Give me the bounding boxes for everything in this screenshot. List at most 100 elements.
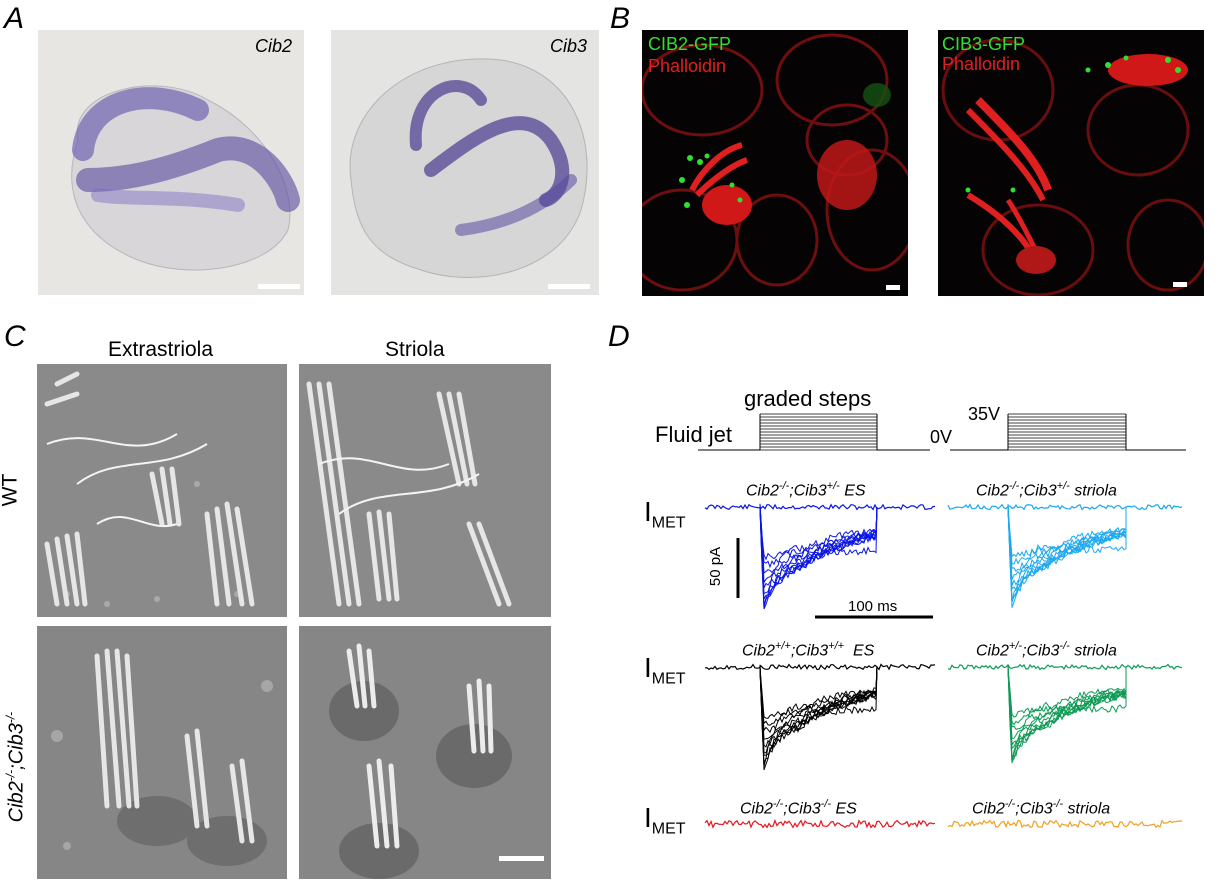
cib3-gfp-label: CIB3-GFP [942,34,1026,54]
current-trace [704,663,936,770]
trace-response [1007,503,1127,565]
trace-gene1-genotype: -/- [772,798,784,810]
thirty-five-volt-label: 35V [968,404,1001,424]
current-trace [704,503,936,610]
wt-row-label: WT [0,473,22,507]
trace-baseline [947,503,1183,511]
trace-gene2: ;Cib3 [790,642,829,660]
trace-label: Cib2-/-;Cib3-/- striola [972,798,1110,818]
trace-baseline [704,663,936,671]
trace-response [1007,667,1127,726]
trace-response [759,666,878,756]
trace-response [759,665,878,754]
trace-gene2: ;Cib3 [1015,800,1053,818]
trace-region: striola [1063,800,1111,818]
knockout-gene1: Cib2 [5,781,28,823]
trace-response [1007,665,1127,730]
trace-region: striola [1069,642,1117,660]
trace-response [759,666,878,770]
trace-response [759,506,878,584]
knockout-row-label: Cib2-/-;Cib3-/- [3,682,29,823]
trace-baseline [947,663,1183,671]
phalloidin-label-left: Phalloidin [648,56,727,76]
cib3-gfp-confocal-image: CIB3-GFP Phalloidin [938,30,1204,296]
trace-gene2-genotype: +/+ [828,640,845,652]
imet-label-row3: IMET [644,802,686,839]
trace-gene2-genotype: -/- [820,798,832,810]
imet-subscript: MET [651,820,686,838]
trace-gene2-genotype: -/- [1059,640,1070,652]
trace-response [1007,666,1127,759]
trace-response [1007,507,1127,573]
trace-gene1-genotype: -/- [1004,798,1016,810]
trace-response [1007,665,1127,762]
sem-knockout-striola [299,626,551,879]
current-trace [947,503,1183,608]
trace-response [1007,667,1127,718]
imet-subscript: MET [651,514,686,532]
trace-gene1: Cib2 [976,642,1009,660]
trace-gene1: Cib2 [740,800,773,818]
fluid-jet-label: Fluid jet [655,422,733,447]
trace-region: striola [1069,482,1117,500]
imet-main: I [644,652,652,683]
trace-response [1007,504,1127,600]
cib2-label: Cib2 [254,36,292,56]
trace-gene2: ;Cib3 [783,800,821,818]
imet-subscript: MET [651,670,686,688]
trace-response [759,666,878,764]
trace-response [759,506,878,610]
trace-response [1007,507,1127,602]
trace-baseline [704,819,936,829]
imet-label-row1: IMET [644,496,686,533]
trace-response [759,506,878,606]
trace-response [759,506,878,608]
trace-label: Cib2-/-;Cib3+/- ES [746,480,866,500]
trace-response [759,666,878,719]
scale-y-label: 50 pA [707,546,725,587]
trace-response [1007,667,1127,764]
trace-gene2-genotype: +/- [1056,480,1070,492]
scale-x-label: 100 ms [848,598,898,615]
trace-gene2-genotype: +/- [826,480,840,492]
trace-response [759,666,878,748]
imet-main: I [644,496,652,527]
trace-gene1-genotype: -/- [1008,480,1020,492]
cib2-gfp-confocal-image: CIB2-GFP Phalloidin [642,30,908,296]
zero-volt-label: 0V [930,427,953,447]
stimulus-left [698,414,930,451]
knockout-gene2: ;Cib3 [5,723,28,770]
panel-letter-a: A [4,2,25,35]
trace-response [1007,666,1127,750]
trace-response [1007,507,1127,592]
trace-gene1-genotype: +/- [1008,640,1023,652]
trace-response [759,506,878,589]
trace-response [759,504,878,595]
trace-gene1: Cib2 [742,642,775,660]
trace-gene1-genotype: -/- [778,480,790,492]
trace-response [759,666,878,726]
current-trace [947,819,1183,829]
trace-region: ES [831,800,857,818]
trace-gene2: ;Cib3 [1019,482,1057,500]
trace-gene1: Cib2 [972,800,1005,818]
cib3-in-situ-image: Cib3 [331,30,599,295]
cib3-label: Cib3 [549,36,587,56]
trace-response [1007,667,1127,739]
current-trace [704,819,936,829]
trace-response [759,664,878,767]
sem-knockout-extrastriola [37,626,287,879]
trace-baseline [704,503,936,511]
imet-label-row2: IMET [644,652,686,689]
trace-response [1007,506,1127,586]
trace-response [759,666,878,734]
trace-label: Cib2-/-;Cib3-/- ES [740,798,857,818]
trace-response [1007,505,1127,603]
trace-gene2: ;Cib3 [1022,642,1060,660]
knockout-gene1-genotype: -/- [3,769,18,782]
trace-response [759,505,878,561]
trace-label: Cib2+/-;Cib3-/- striola [976,640,1117,660]
sem-wt-extrastriola [37,364,287,617]
sem-wt-striola [299,364,551,617]
trace-response [759,504,878,569]
